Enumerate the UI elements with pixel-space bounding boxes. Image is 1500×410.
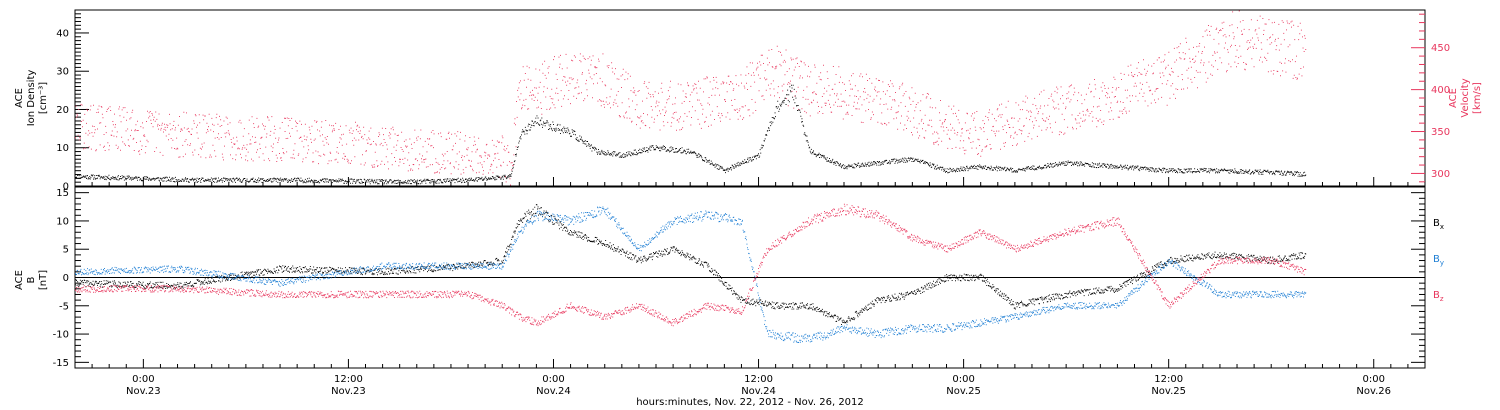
by-points (75, 206, 1307, 343)
bottom-tick-label: -5 (59, 301, 69, 312)
bottom-tick-label: 10 (56, 216, 69, 227)
x-tick-label-date: Nov.25 (1151, 386, 1186, 397)
bx-points (75, 204, 1307, 325)
legend-bz: Bz (1433, 290, 1444, 303)
left-tick-label: 30 (56, 67, 69, 78)
right-tick-label: 300 (1431, 169, 1450, 180)
right-tick-label: 450 (1431, 43, 1450, 54)
top-frame (74, 9, 1426, 187)
right-ylabel-3: [km/s] (1472, 82, 1483, 114)
bottom-tick-label: 5 (63, 245, 69, 256)
velocity-series (75, 10, 1307, 186)
by-series (75, 206, 1307, 343)
x-tick-label-time: 12:00 (744, 374, 773, 385)
x-tick-label-time: 12:00 (334, 374, 363, 385)
x-axis-title: hours:minutes, Nov. 22, 2012 - Nov. 26, … (636, 397, 864, 408)
left-tick-label: 40 (56, 28, 69, 39)
x-tick-label-date: Nov.26 (1356, 386, 1391, 397)
bottom-ylabel-1: ACE (14, 270, 25, 290)
bz-points (75, 203, 1307, 327)
x-tick-label-date: Nov.23 (331, 386, 366, 397)
bottom-panel: -15 -10 -5 0 5 10 15 Bx By Bz (53, 186, 1444, 369)
left-ylabel-top-2: Ion Density (26, 70, 37, 127)
bx-series (75, 204, 1307, 325)
left-tick-label: 20 (56, 105, 69, 116)
x-tick-label-time: 0:00 (952, 374, 974, 385)
x-tick-label-time: 12:00 (1154, 374, 1183, 385)
left-ylabel-top-3: [cm⁻³] (38, 82, 49, 114)
x-tick-label-time: 0:00 (132, 374, 154, 385)
bottom-ylabel-2: B (26, 276, 37, 283)
right-tick-label: 350 (1431, 127, 1450, 138)
bottom-tick-label: 15 (56, 188, 69, 199)
bottom-ylabel-3: [nT] (38, 270, 49, 290)
left-tick-label: 0 (63, 182, 69, 193)
x-axis: 0:00Nov.2312:00Nov.230:00Nov.2412:00Nov.… (74, 177, 1426, 397)
x-tick-label-time: 0:00 (542, 374, 564, 385)
x-tick-label-date: Nov.25 (946, 386, 981, 397)
top-panel: 0 10 20 30 40 300 350 400 450 (56, 9, 1450, 193)
density-series (75, 84, 1307, 185)
bottom-tick-label: -10 (53, 330, 69, 341)
left-ylabel-top-1: ACE (14, 88, 25, 108)
bz-series (75, 203, 1307, 327)
x-tick-label-date: Nov.24 (536, 386, 571, 397)
x-tick-label-time: 0:00 (1362, 374, 1384, 385)
bottom-tick-label: 0 (63, 273, 69, 284)
right-ylabel-1: ACE (1448, 88, 1459, 108)
density-points (75, 84, 1307, 185)
legend-bx: Bx (1433, 218, 1444, 231)
velocity-points (75, 10, 1307, 186)
x-tick-label-date: Nov.23 (126, 386, 161, 397)
legend-by: By (1433, 254, 1444, 267)
left-tick-label: 10 (56, 143, 69, 154)
right-tick-label: 400 (1431, 85, 1450, 96)
bottom-tick-label: -15 (53, 358, 69, 369)
right-ylabel-2: Velocity (1460, 78, 1471, 117)
x-tick-label-date: Nov.24 (741, 386, 776, 397)
